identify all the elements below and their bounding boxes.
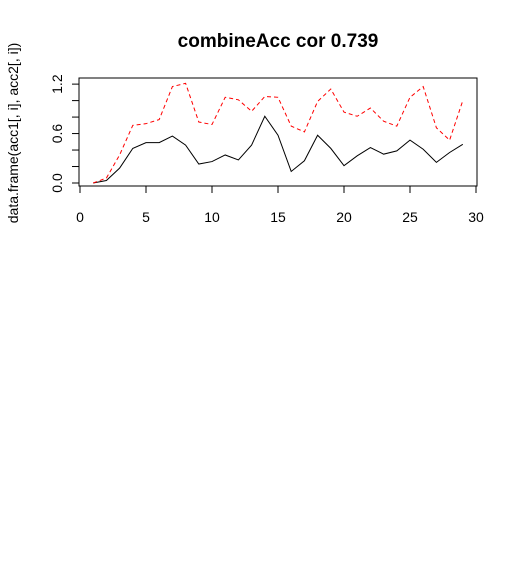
y-tick-label: 0.0 (49, 173, 65, 193)
x-tick-label: 30 (468, 209, 484, 225)
y-axis-label: data.frame(acc1[, i], acc2[, i]) (5, 43, 21, 224)
series-line-1 (93, 115, 464, 184)
x-tick-label: 15 (270, 209, 286, 225)
y-tick-label: 1.2 (49, 74, 65, 94)
y-tick-label: 0.6 (49, 124, 65, 144)
x-tick-label: 10 (204, 209, 220, 225)
x-tick-label: 25 (402, 209, 418, 225)
series-layer (93, 82, 464, 184)
y-axis: 0.0 0.6 1.2 (49, 74, 79, 193)
x-tick-label: 20 (336, 209, 352, 225)
x-axis: 0 5 10 15 20 25 30 (76, 186, 484, 225)
chart-title: combineAcc cor 0.739 (178, 31, 379, 52)
series-line-2 (93, 82, 464, 184)
x-tick-label: 5 (142, 209, 150, 225)
plot-box (78, 77, 478, 187)
x-tick-label: 0 (76, 209, 84, 225)
